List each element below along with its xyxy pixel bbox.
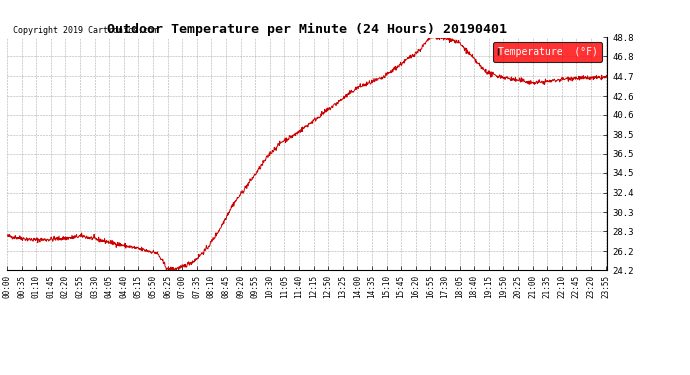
Title: Outdoor Temperature per Minute (24 Hours) 20190401: Outdoor Temperature per Minute (24 Hours… [107, 23, 507, 36]
Legend: Temperature  (°F): Temperature (°F) [493, 42, 602, 62]
Text: Copyright 2019 Cartronics.com: Copyright 2019 Cartronics.com [13, 26, 158, 35]
